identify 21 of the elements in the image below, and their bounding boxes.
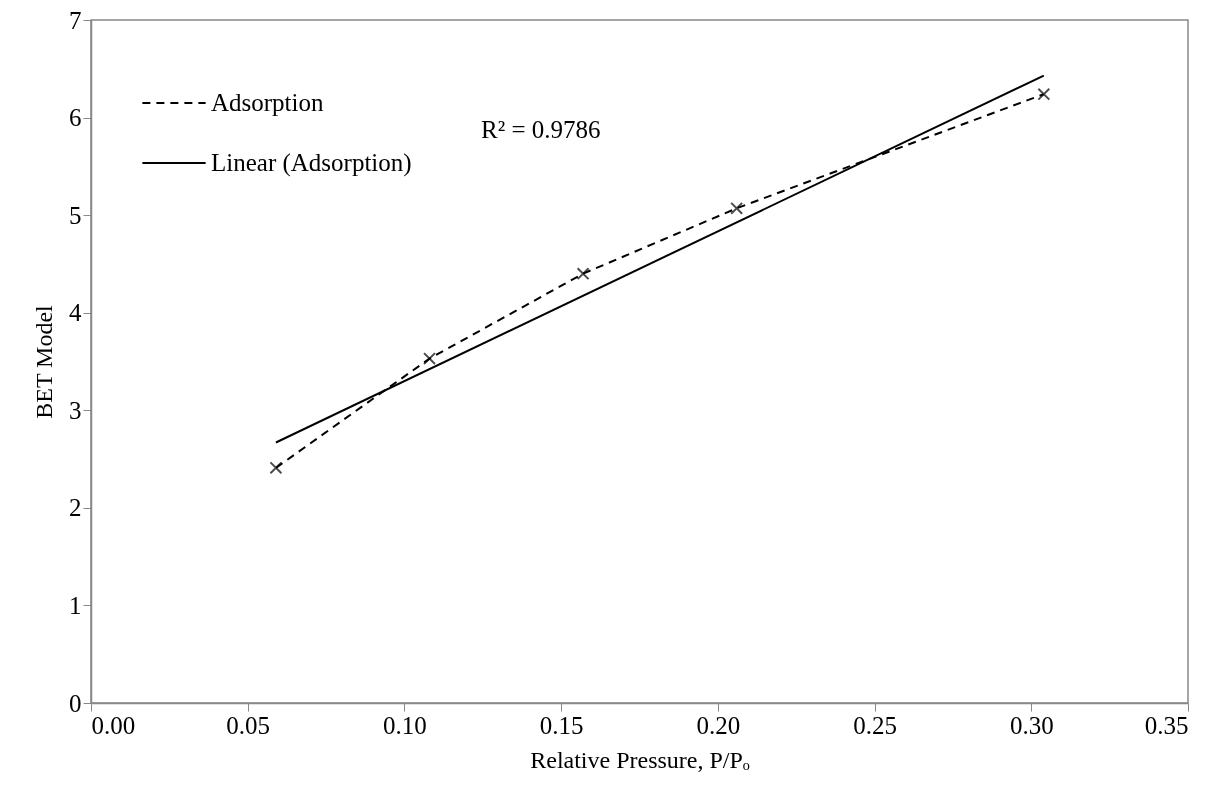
- x-tick-label: 0.25: [853, 711, 897, 739]
- x-tick-label: 0.05: [226, 711, 271, 739]
- x-axis-title: Relative Pressure, P/Pₒ: [530, 746, 750, 773]
- x-tick-label: 0.00: [91, 711, 136, 739]
- x-tick-label: 0.10: [383, 711, 427, 739]
- y-tick-label: 1: [69, 591, 82, 619]
- legend-label: Linear (Adsorption): [211, 149, 412, 177]
- y-tick-label: 4: [69, 299, 82, 327]
- annotation: R² = 0.9786: [481, 116, 601, 143]
- legend-label: Adsorption: [211, 89, 324, 116]
- x-tick-label: 0.35: [1144, 711, 1189, 739]
- y-tick-label: 7: [69, 6, 82, 34]
- y-tick-label: 2: [69, 494, 82, 522]
- y-axis-title: BET Model: [31, 304, 57, 419]
- y-tick-label: 5: [69, 201, 82, 229]
- y-tick-label: 0: [69, 689, 82, 717]
- x-tick-label: 0.15: [539, 711, 584, 739]
- y-tick-label: 3: [69, 396, 82, 424]
- x-tick-label: 0.30: [1009, 711, 1054, 739]
- x-tick-label: 0.20: [696, 711, 741, 739]
- y-tick-label: 6: [69, 104, 82, 132]
